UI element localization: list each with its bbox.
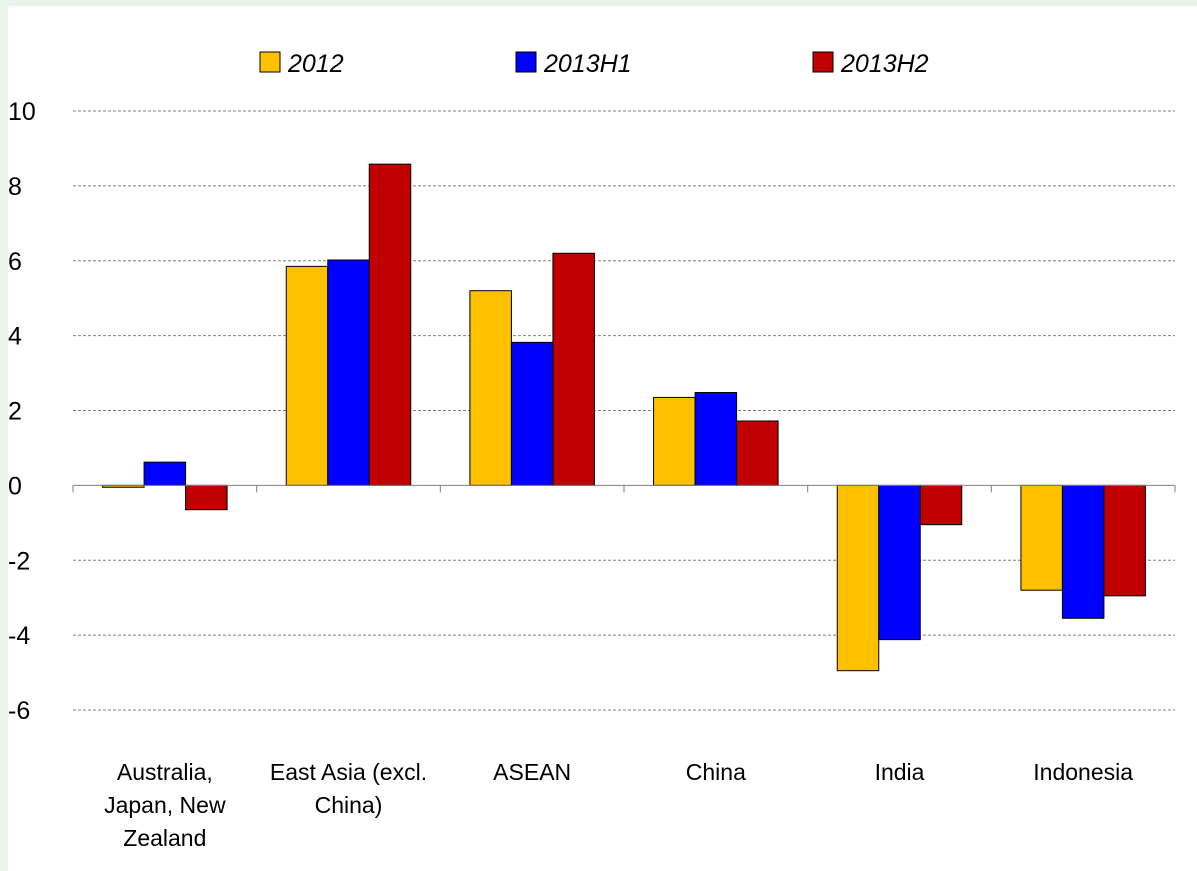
- category-label: Australia,: [117, 759, 213, 785]
- bar: [327, 259, 370, 486]
- legend-label: 2013H1: [543, 50, 632, 78]
- category-label: ASEAN: [493, 759, 571, 785]
- bar: [510, 341, 554, 486]
- legend-label: 2012: [287, 50, 344, 78]
- bars: [102, 163, 1146, 672]
- grid-lines: [73, 110, 1175, 711]
- legend-label: 2013H2: [840, 50, 929, 78]
- bar: [552, 252, 595, 486]
- x-axis: [72, 484, 1176, 493]
- bar: [1061, 484, 1105, 619]
- y-axis-ticks: -6 -4 -2 0 2 4 6 8 10: [8, 98, 36, 725]
- y-tick-label: 0: [8, 472, 22, 500]
- y-tick-label: 10: [8, 98, 36, 126]
- bar: [878, 484, 921, 641]
- legend-swatch: [259, 51, 281, 73]
- y-tick-label: -2: [8, 547, 30, 575]
- category-label: India: [875, 759, 925, 785]
- category-labels: Australia, Japan, New Zealand East Asia (ex…: [104, 759, 1133, 851]
- bar: [836, 484, 880, 672]
- category-label: Zealand: [123, 825, 206, 851]
- y-tick-label: 8: [8, 173, 22, 201]
- legend-swatch: [515, 51, 537, 73]
- y-tick-label: 2: [8, 398, 22, 426]
- bar: [1103, 484, 1146, 597]
- bar: [919, 484, 963, 526]
- bar: [736, 420, 779, 486]
- y-tick-label: 4: [8, 323, 22, 351]
- bar-chart: -6 -4 -2 0 2 4 6 8 10 Australia, Japan, New Zealan…: [8, 50, 1176, 851]
- category-label: Indonesia: [1033, 759, 1133, 785]
- bar: [143, 461, 187, 486]
- category-label: China: [686, 759, 746, 785]
- bar: [1020, 484, 1063, 591]
- legend: 2012 2013H1 2013H2: [259, 50, 929, 78]
- bar: [694, 392, 738, 486]
- bar: [469, 290, 512, 486]
- category-label: Japan, New: [104, 792, 226, 818]
- bar: [368, 163, 412, 486]
- category-label: East Asia (excl.: [270, 759, 427, 785]
- y-tick-label: -4: [8, 622, 30, 650]
- bar: [285, 265, 329, 486]
- y-tick-label: -6: [8, 697, 30, 725]
- chart-frame: -6 -4 -2 0 2 4 6 8 10 Australia, Japan, New Zealan…: [8, 6, 1197, 871]
- category-label: China): [315, 792, 383, 818]
- y-tick-label: 6: [8, 248, 22, 276]
- bar: [653, 396, 696, 486]
- legend-swatch: [812, 51, 834, 73]
- bar: [185, 484, 228, 511]
